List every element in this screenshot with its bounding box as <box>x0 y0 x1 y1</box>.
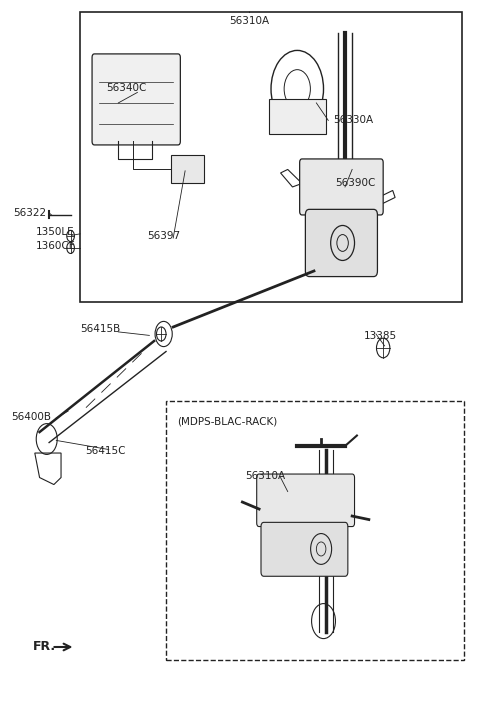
Text: (MDPS-BLAC-RACK): (MDPS-BLAC-RACK) <box>177 416 277 427</box>
Text: 56397: 56397 <box>147 231 180 241</box>
Text: 1360CF: 1360CF <box>36 241 75 252</box>
Text: 56310A: 56310A <box>229 16 270 26</box>
FancyBboxPatch shape <box>92 54 180 145</box>
Text: 56340C: 56340C <box>107 83 147 93</box>
Text: 56415C: 56415C <box>85 446 125 456</box>
Text: 56310A: 56310A <box>245 471 285 481</box>
Text: 56415B: 56415B <box>80 324 120 334</box>
FancyBboxPatch shape <box>300 159 383 215</box>
Text: 56390C: 56390C <box>336 179 376 188</box>
Text: FR.: FR. <box>33 640 56 654</box>
Bar <box>269 99 326 134</box>
Bar <box>171 155 204 183</box>
Text: 56322: 56322 <box>13 208 47 218</box>
Bar <box>166 401 464 659</box>
FancyBboxPatch shape <box>261 522 348 576</box>
Text: 56330A: 56330A <box>333 115 373 125</box>
FancyBboxPatch shape <box>305 209 377 276</box>
Text: 13385: 13385 <box>364 331 397 341</box>
Text: 1350LE: 1350LE <box>36 228 74 238</box>
FancyBboxPatch shape <box>257 474 355 527</box>
Text: 56400B: 56400B <box>11 412 51 422</box>
Bar <box>80 12 462 302</box>
